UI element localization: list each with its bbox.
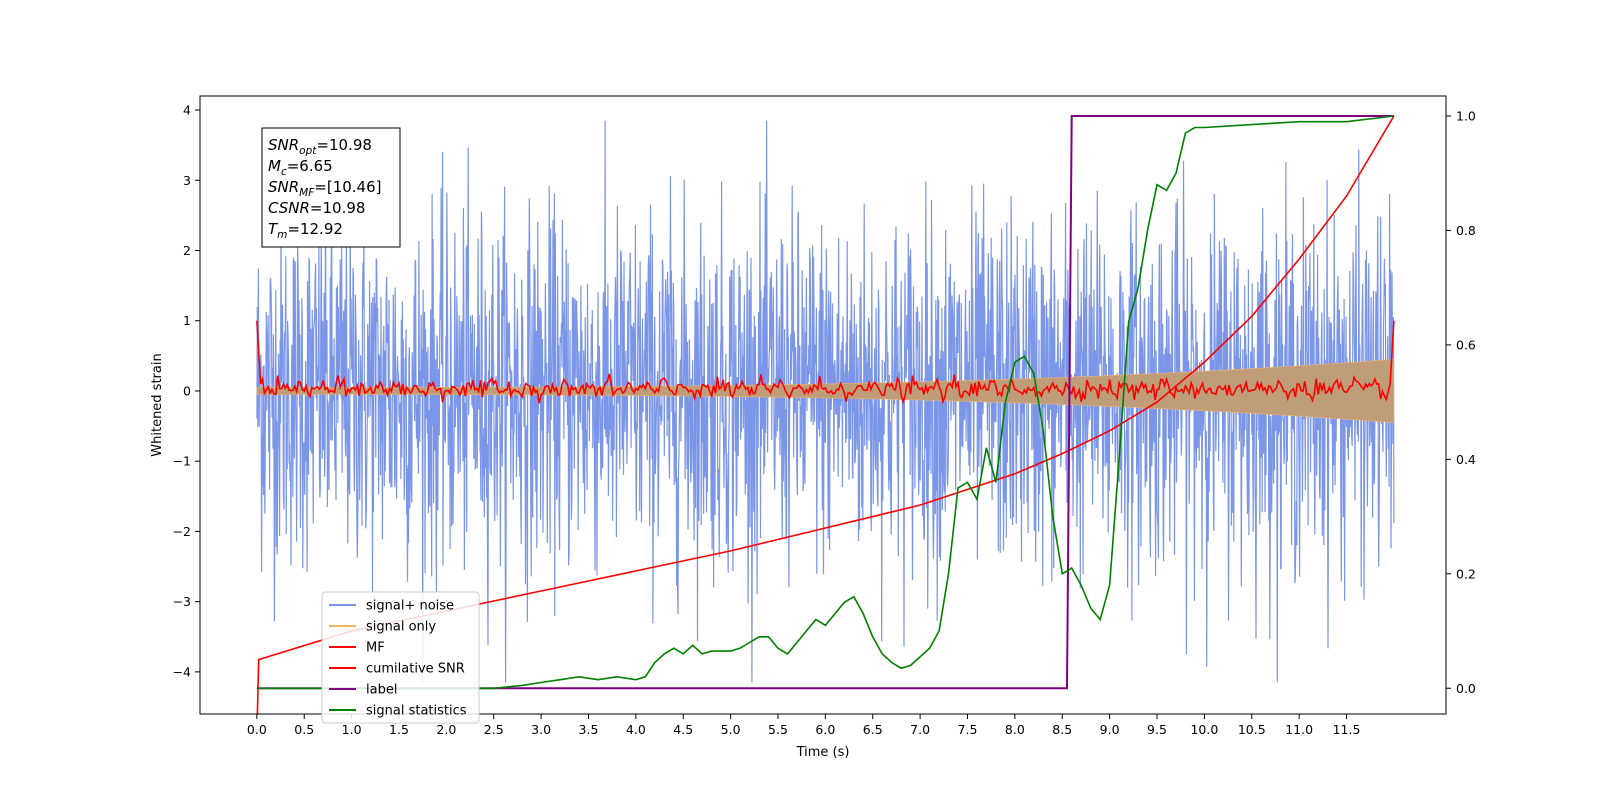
- annotation-line: SNRopt=10.98: [268, 136, 372, 157]
- x-axis-ticks: 0.0 0.5 1.0 1.5 2.0 2.5 3.0 3.5 4.0 4.5 5.0 5.5 6.0 6…: [247, 714, 1361, 737]
- y2-tick-label: 0.8: [1456, 223, 1476, 238]
- x-tick-label: 11.0: [1285, 722, 1313, 737]
- x-tick-label: 1.0: [342, 722, 362, 737]
- annotation-line: Mc=6.65: [268, 157, 333, 178]
- series-signal-statistics: [256, 115, 1394, 690]
- y-tick-label: −2: [173, 524, 191, 539]
- y2-tick-label: 0.4: [1456, 452, 1476, 467]
- x-tick-label: 3.5: [579, 722, 599, 737]
- annotation-line: Tm=12.92: [268, 220, 343, 241]
- plot-frame: [199, 95, 1447, 715]
- x-tick-label: 4.5: [673, 722, 693, 737]
- x-tick-label: 10.5: [1238, 722, 1266, 737]
- legend-label: label: [366, 683, 397, 698]
- x-axis-label: Time (s): [796, 745, 850, 760]
- legend-label: cumilative SNR: [366, 662, 465, 677]
- x-tick-label: 3.0: [531, 722, 551, 737]
- y-tick-label: 4: [183, 103, 191, 118]
- x-tick-label: 7.0: [910, 722, 930, 737]
- y-tick-label: 2: [183, 243, 191, 258]
- legend-entry: MF: [329, 641, 385, 656]
- y2-tick-label: 0.2: [1456, 566, 1476, 581]
- legend-entry: signal statistics: [329, 704, 467, 719]
- y-tick-label: −1: [173, 454, 191, 469]
- x-tick-label: 10.0: [1190, 722, 1218, 737]
- y2-axis-ticks: 1.0 0.8 0.6 0.4 0.2 0.0: [1446, 109, 1476, 696]
- x-tick-label: 11.5: [1333, 722, 1361, 737]
- signal-statistics-line: [256, 115, 1394, 690]
- x-tick-label: 1.5: [389, 722, 409, 737]
- y-tick-label: 3: [183, 173, 191, 188]
- x-tick-label: 4.0: [626, 722, 646, 737]
- annotation-line: SNRMF=[10.46]: [268, 178, 382, 199]
- x-tick-label: 6.5: [863, 722, 883, 737]
- legend-label: signal statistics: [366, 704, 467, 719]
- label-line: [256, 115, 1394, 690]
- series-mf: [256, 320, 1395, 405]
- mf-line: [256, 320, 1395, 405]
- annotation-line: CSNR=10.98: [268, 199, 365, 217]
- legend-entry: label: [329, 683, 397, 698]
- legend-entry: signal+ noise: [329, 599, 454, 614]
- y2-tick-label: 0.0: [1456, 681, 1476, 696]
- legend-entry: cumilative SNR: [329, 662, 465, 677]
- y-tick-label: 1: [183, 313, 191, 328]
- x-tick-label: 8.0: [1005, 722, 1025, 737]
- x-tick-label: 9.5: [1147, 722, 1167, 737]
- y2-tick-label: 1.0: [1456, 109, 1476, 124]
- x-tick-label: 0.0: [247, 722, 267, 737]
- legend: signal+ noise signal only MF cumilative SNR…: [321, 591, 480, 724]
- legend-label: signal+ noise: [366, 599, 454, 614]
- stats-annotation-box: SNRopt=10.98Mc=6.65SNRMF=[10.46]CSNR=10.…: [261, 127, 401, 248]
- x-tick-label: 9.0: [1100, 722, 1120, 737]
- y-tick-label: 0: [183, 383, 191, 398]
- x-tick-label: 6.0: [815, 722, 835, 737]
- x-tick-label: 5.5: [768, 722, 788, 737]
- legend-label: signal only: [366, 620, 436, 635]
- legend-entry: signal only: [329, 620, 436, 635]
- x-tick-label: 7.5: [958, 722, 978, 737]
- series-label: [256, 115, 1394, 690]
- series-signal-plus-noise: [256, 120, 1395, 683]
- y2-tick-label: 0.6: [1456, 337, 1476, 352]
- legend-label: MF: [366, 641, 385, 656]
- x-tick-label: 2.0: [436, 722, 456, 737]
- x-tick-label: 8.5: [1052, 722, 1072, 737]
- y-tick-label: −4: [173, 664, 191, 679]
- signal-plus-noise-line: [256, 120, 1395, 683]
- x-tick-label: 2.5: [484, 722, 504, 737]
- y-tick-label: −3: [173, 594, 191, 609]
- x-tick-label: 0.5: [294, 722, 314, 737]
- y-axis-label: Whitened strain: [150, 353, 165, 456]
- y-axis-ticks: 4 3 2 1 0 −1 −2 −3 −4: [173, 103, 200, 679]
- x-tick-label: 5.0: [721, 722, 741, 737]
